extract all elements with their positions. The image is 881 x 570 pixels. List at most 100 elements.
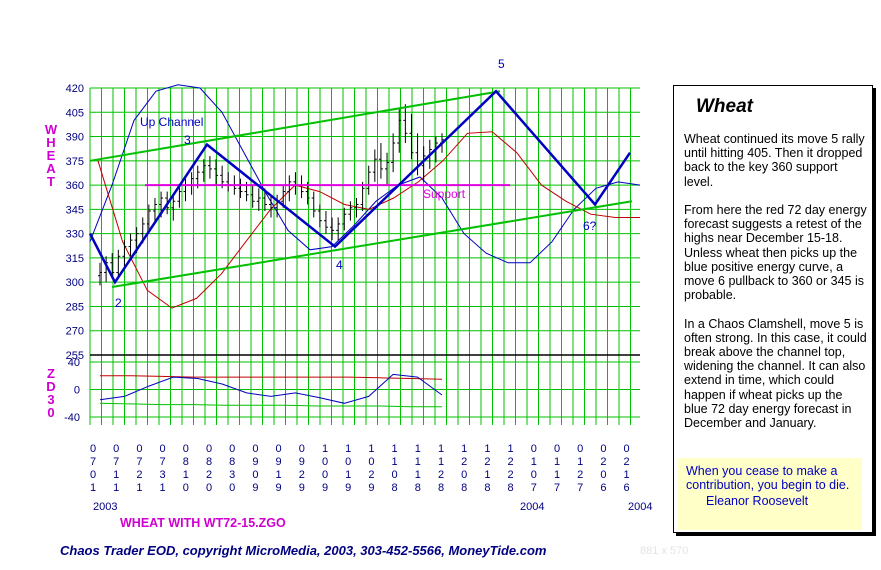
price-tick-label: 345 [66, 204, 84, 216]
date-tick-char: 3 [229, 469, 235, 481]
date-tick-char: 0 [461, 469, 467, 481]
chart-grid [89, 87, 640, 425]
date-tick-char: 7 [531, 482, 537, 494]
date-tick-char: 1 [531, 456, 537, 468]
date-tick-char: 8 [438, 482, 444, 494]
energy-curves [89, 84, 641, 408]
date-tick-char: 0 [577, 443, 583, 455]
price-tick-label: 270 [66, 326, 84, 338]
date-tick-char: 1 [554, 469, 560, 481]
date-tick-char: 0 [136, 443, 142, 455]
date-tick-char: 0 [252, 443, 258, 455]
quote-box: When you cease to make a contribution, y… [678, 458, 862, 530]
date-tick-char: 1 [322, 443, 328, 455]
zd-blue-line [99, 373, 443, 404]
price-y-axis: 420 405 390 375 360 345 330 315 300 285 270 255 WHEA… [45, 83, 84, 362]
date-tick-char: 1 [113, 469, 119, 481]
date-tick-char: 0 [531, 443, 537, 455]
date-tick-char: 9 [276, 482, 282, 494]
date-tick-char: 0 [600, 443, 606, 455]
date-tick-char: 1 [508, 443, 514, 455]
price-tick-label: 390 [66, 132, 84, 144]
date-tick-char: 9 [276, 456, 282, 468]
date-tick-char: 0 [206, 443, 212, 455]
date-tick-char: 6 [600, 482, 606, 494]
date-tick-char: 1 [183, 469, 189, 481]
date-tick-char: 0 [160, 443, 166, 455]
date-tick-char: 9 [322, 482, 328, 494]
price-tick-label: 255 [66, 350, 84, 362]
date-tick-char: 2 [508, 456, 514, 468]
date-tick-char: 0 [229, 443, 235, 455]
price-tick-label: 360 [66, 180, 84, 192]
blue-energy-curve [89, 84, 641, 264]
date-tick-char: 0 [276, 443, 282, 455]
date-tick-char: 1 [90, 482, 96, 494]
year-label: 2003 [93, 501, 117, 513]
wave-label: 4 [336, 258, 343, 272]
price-tick-label: 300 [66, 277, 84, 289]
date-tick-char: 0 [322, 469, 328, 481]
date-tick-char: 2 [206, 469, 212, 481]
date-tick-char: 1 [484, 469, 490, 481]
date-tick-char: 1 [136, 482, 142, 494]
price-axis-label-char: W [45, 122, 58, 137]
date-tick-char: 1 [415, 469, 421, 481]
price-axis-label-char: T [47, 174, 55, 189]
date-tick-char: 9 [299, 456, 305, 468]
date-tick-char: 1 [160, 482, 166, 494]
commentary-text: Wheat continued its move 5 rally until h… [684, 132, 867, 431]
date-tick-char: 0 [229, 482, 235, 494]
date-tick-char: 0 [600, 469, 606, 481]
date-tick-char: 0 [392, 469, 398, 481]
date-tick-char: 3 [160, 469, 166, 481]
price-axis-label-char: H [46, 135, 55, 150]
date-tick-char: 1 [554, 456, 560, 468]
date-tick-char: 1 [415, 443, 421, 455]
zd-green-line [99, 402, 442, 408]
date-tick-char: 1 [276, 469, 282, 481]
price-tick-label: 330 [66, 229, 84, 241]
indicator-tick-label: 40 [68, 357, 80, 369]
wave-label: 3 [184, 133, 191, 147]
date-tick-char: 2 [484, 456, 490, 468]
date-tick-char: 8 [206, 456, 212, 468]
indicator-axis-label-char: 0 [47, 405, 54, 420]
zd-red-line [100, 375, 443, 380]
date-tick-char: 0 [624, 443, 630, 455]
date-tick-char: 6 [624, 482, 630, 494]
date-tick-char: 0 [206, 482, 212, 494]
date-tick-char: 9 [368, 482, 374, 494]
date-tick-char: 0 [183, 443, 189, 455]
date-tick-char: 2 [508, 469, 514, 481]
wave-label: 6? [583, 219, 597, 233]
date-tick-char: 0 [345, 456, 351, 468]
elliott-wave-path [88, 89, 632, 285]
date-tick-char: 1 [624, 469, 630, 481]
date-tick-char: 1 [368, 443, 374, 455]
channel-bottom-line [111, 200, 633, 289]
price-axis-label-char: A [46, 161, 56, 176]
wave-label: 2 [115, 296, 122, 310]
date-tick-char: 1 [484, 443, 490, 455]
date-tick-char: 2 [438, 469, 444, 481]
date-tick-char: 8 [508, 482, 514, 494]
date-tick-char: 1 [345, 443, 351, 455]
year-label: 2004 [520, 501, 544, 513]
indicator-axis-label-char: Z [47, 366, 55, 381]
date-tick-char: 1 [438, 456, 444, 468]
date-tick-char: 0 [113, 443, 119, 455]
date-tick-char: 1 [438, 443, 444, 455]
commentary-title: Wheat [696, 96, 753, 117]
dimensions-label: 881 x 570 [640, 545, 689, 557]
date-tick-char: 9 [345, 482, 351, 494]
footer-copyright: Chaos Trader EOD, copyright MicroMedia, … [60, 543, 547, 558]
date-tick-char: 2 [577, 469, 583, 481]
date-tick-char: 2 [299, 469, 305, 481]
quote-author: Eleanor Roosevelt [706, 494, 809, 509]
date-tick-char: 7 [554, 482, 560, 494]
indicator-axis-label-char: 3 [47, 392, 54, 407]
date-tick-char: 0 [90, 443, 96, 455]
date-tick-char: 7 [113, 456, 119, 468]
